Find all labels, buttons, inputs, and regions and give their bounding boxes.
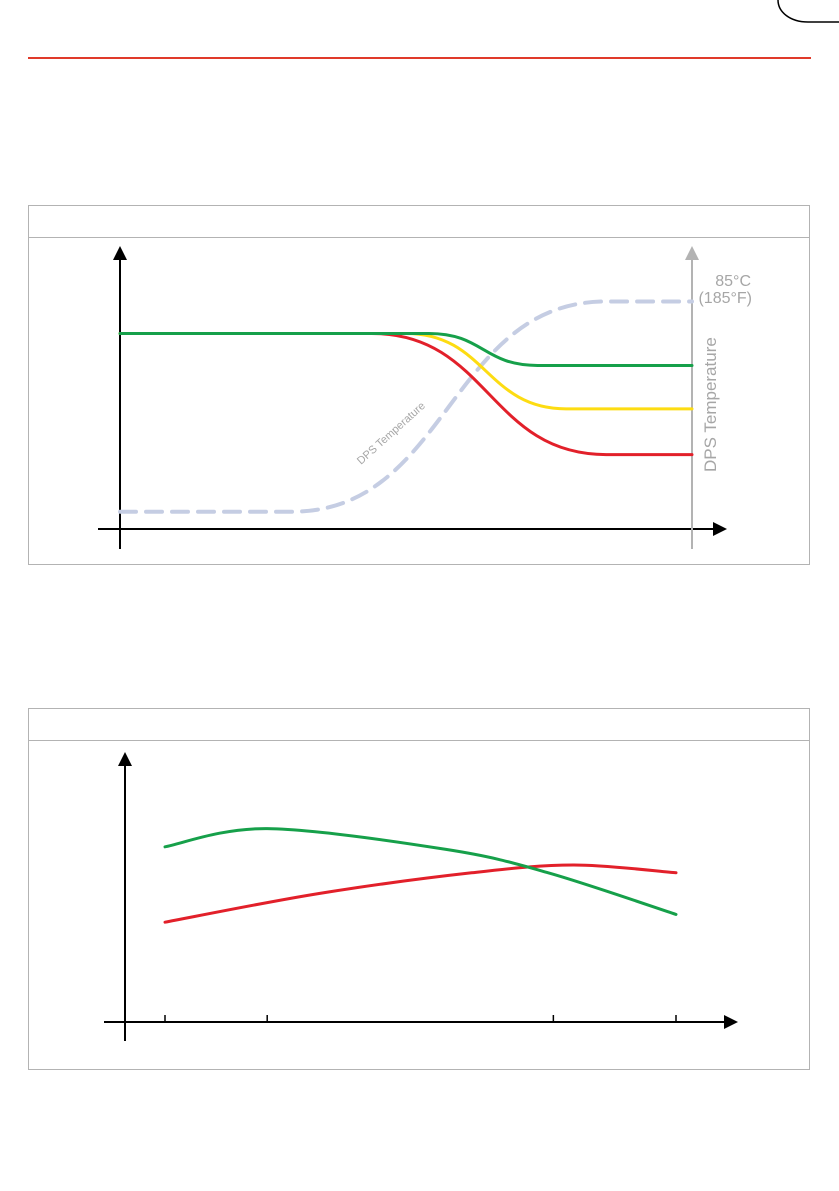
series-red-line	[163, 863, 678, 924]
y-axis-arrow	[113, 246, 127, 260]
chart-panel-1: DPS Temperature DPS Temperature 85°C (185°F…	[28, 205, 810, 565]
x-axis-arrow	[724, 1015, 738, 1029]
chart-1: DPS Temperature DPS Temperature 85°C(185°F…	[98, 246, 752, 549]
series-red-line	[118, 331, 694, 457]
series-green-line	[163, 827, 678, 916]
chart-2	[104, 752, 738, 1041]
chart-panel-1-header	[29, 206, 809, 238]
x-axis-arrow	[713, 522, 727, 536]
series-green-line	[118, 331, 694, 367]
right-axis-label: DPS Temperature	[701, 337, 720, 472]
y-axis-arrow	[118, 752, 132, 766]
temperature-curve-label: DPS Temperature	[355, 400, 428, 467]
right-axis-top-celsius: 85°C	[715, 273, 751, 290]
right-axis-top-fahrenheit: (185°F)	[698, 290, 752, 307]
series-yellow-line	[118, 331, 694, 411]
series-temperature-line	[118, 299, 694, 514]
right-axis-arrow	[685, 246, 699, 260]
top-rule	[28, 57, 811, 59]
chart-panel-2-header	[29, 709, 809, 741]
chart-panel-2	[28, 708, 810, 1070]
